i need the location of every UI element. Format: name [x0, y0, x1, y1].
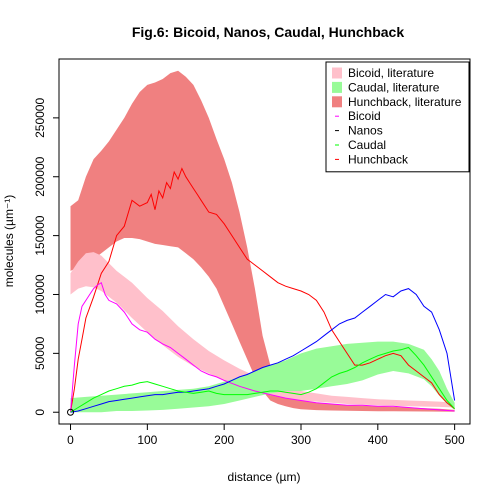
legend-label-bicoid-literature: Bicoid, literature [348, 66, 434, 80]
y-tick-label: 0 [33, 409, 47, 416]
x-tick-label: 100 [137, 433, 157, 447]
legend-swatch-hunchback-literature [332, 96, 342, 108]
x-tick-label: 200 [214, 433, 234, 447]
series-line-caudal [70, 346, 455, 413]
band-caudal-literature [70, 341, 455, 413]
chart-title: Fig.6: Bicoid, Nanos, Caudal, Hunchback [132, 24, 404, 40]
legend-label-caudal: Caudal [348, 138, 386, 152]
legend-label-hunchback-literature: Hunchback, literature [348, 95, 462, 109]
y-tick-label: 50000 [33, 336, 47, 370]
y-tick-label: 150000 [33, 215, 47, 255]
band-bicoid-literature [70, 252, 455, 408]
series-line-bicoid [70, 281, 455, 413]
legend-label-nanos: Nanos [348, 124, 383, 138]
y-tick-label: 200000 [33, 156, 47, 196]
series-line-hunchback [70, 167, 455, 413]
x-axis-label: distance (µm) [228, 470, 301, 484]
y-axis-label: molecules (µm⁻¹) [2, 195, 16, 288]
x-tick-label: 500 [445, 433, 465, 447]
series-layer [67, 167, 456, 416]
x-tick-label: 0 [67, 433, 74, 447]
band-hunchback-literature [70, 70, 455, 412]
x-tick-label: 400 [368, 433, 388, 447]
y-tick-label: 250000 [33, 98, 47, 138]
x-axis: 0 100 200 300 400 500 [67, 423, 465, 447]
bands-layer [70, 70, 455, 413]
x-tick-label: 300 [291, 433, 311, 447]
series-line-nanos [70, 288, 456, 413]
legend-label-caudal-literature: Caudal, literature [348, 80, 440, 94]
y-axis: 0 50000 100000 150000 200000 250000 [33, 98, 60, 416]
legend-swatch-bicoid-literature [332, 67, 342, 79]
legend-label-bicoid: Bicoid [348, 109, 381, 123]
legend-box [325, 61, 470, 173]
y-tick-label: 100000 [33, 274, 47, 314]
legend-swatch-caudal-literature [332, 81, 342, 93]
origin-point [67, 408, 75, 416]
legend-label-hunchback: Hunchback [348, 152, 409, 166]
